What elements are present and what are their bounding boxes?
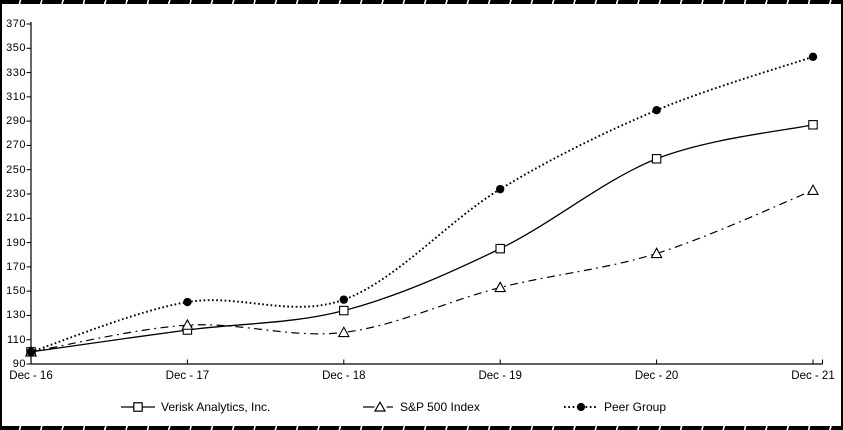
x-axis-label: Dec - 19 xyxy=(478,370,522,382)
y-axis-label: 250 xyxy=(6,163,26,176)
series-marker xyxy=(337,326,350,338)
y-axis-label: 330 xyxy=(6,66,26,79)
open-square-marker-icon xyxy=(121,402,155,412)
y-axis-label: 350 xyxy=(6,42,26,55)
y-axis-label: 290 xyxy=(6,115,26,128)
x-axis-label: Dec - 21 xyxy=(791,370,835,382)
legend-item-peer-group: Peer Group xyxy=(564,399,666,415)
y-axis-label: 90 xyxy=(12,358,26,370)
series-marker xyxy=(181,318,194,330)
y-axis-label: 310 xyxy=(6,90,26,103)
y-axis-label: 190 xyxy=(6,236,26,249)
series-marker xyxy=(808,52,818,61)
y-axis-label: 210 xyxy=(6,212,26,225)
y-axis-label: 370 xyxy=(6,18,26,30)
series-marker xyxy=(494,281,507,293)
legend-label-verisk: Verisk Analytics, Inc. xyxy=(161,400,271,414)
series-marker xyxy=(652,106,661,115)
series-marker xyxy=(339,295,348,304)
right-border xyxy=(841,0,843,430)
series-line xyxy=(30,189,814,353)
y-axis-label: 230 xyxy=(6,188,26,200)
series-marker xyxy=(651,154,662,164)
series-marker xyxy=(806,184,820,196)
series-marker xyxy=(650,247,663,259)
legend-label-sp500: S&P 500 Index xyxy=(400,400,480,414)
series-marker xyxy=(183,297,192,307)
legend-item-sp500: S&P 500 Index xyxy=(363,399,480,415)
x-axis-label: Dec - 18 xyxy=(322,370,366,382)
series-marker xyxy=(495,243,505,254)
series-marker xyxy=(26,347,36,357)
open-triangle-marker-icon xyxy=(363,400,393,412)
y-axis-label: 130 xyxy=(6,309,26,322)
bottom-border-band xyxy=(0,426,843,430)
series-marker xyxy=(496,184,505,194)
left-border xyxy=(0,0,2,430)
y-axis-label: 270 xyxy=(6,139,26,152)
series-line xyxy=(30,124,814,353)
y-axis-label: 170 xyxy=(6,260,26,273)
x-axis-label: Dec - 16 xyxy=(9,370,53,382)
legend-item-verisk: Verisk Analytics, Inc. xyxy=(121,399,270,415)
series-marker xyxy=(339,305,349,316)
y-axis-label: 110 xyxy=(6,333,26,346)
series-marker xyxy=(808,120,818,130)
filled-circle-marker-icon xyxy=(564,402,598,412)
top-border-band xyxy=(0,0,843,4)
legend-label-peer-group: Peer Group xyxy=(604,400,667,414)
x-axis-label: Dec - 17 xyxy=(165,370,210,382)
x-axis-label: Dec - 20 xyxy=(634,370,679,382)
y-axis-label: 150 xyxy=(6,285,26,298)
series-line xyxy=(30,55,814,353)
